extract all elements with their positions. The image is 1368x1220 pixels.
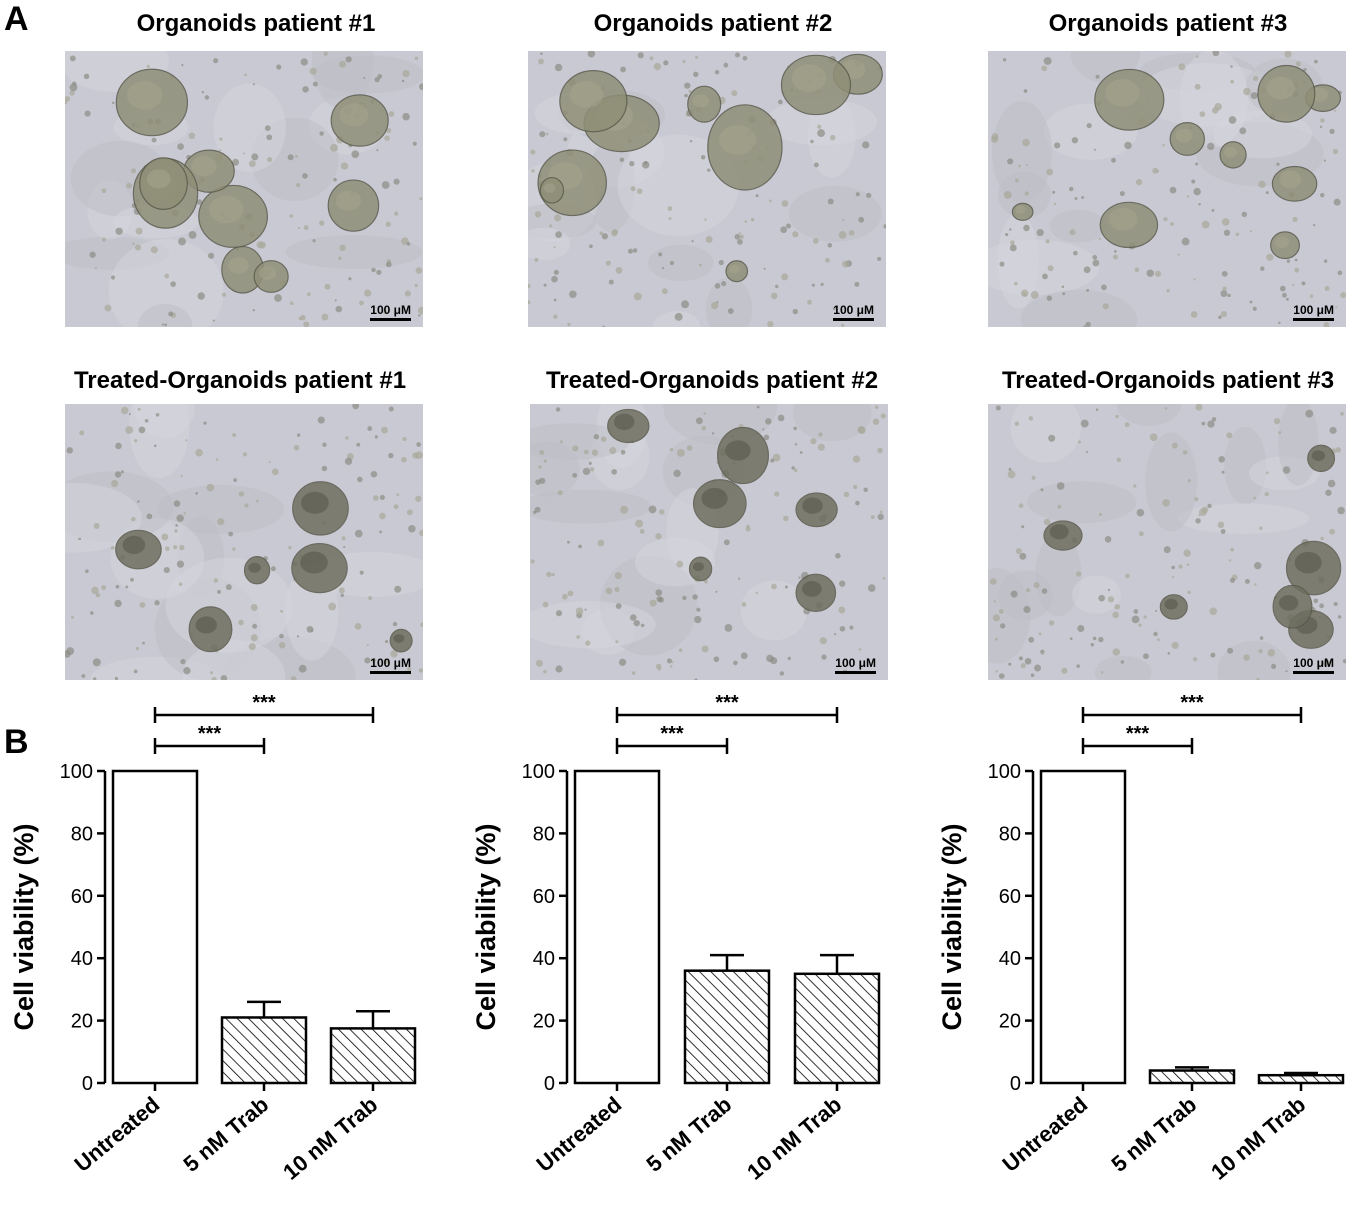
y-axis-label: Cell viability (%) <box>471 823 501 1030</box>
significance-label: *** <box>715 692 739 714</box>
micrograph-organoids-patient-2: 100 μM <box>528 51 886 327</box>
panel-label-a: A <box>4 0 29 38</box>
x-tick-label: 5 nM Trab <box>641 1092 736 1177</box>
x-tick-label: Untreated <box>69 1092 164 1177</box>
micrograph-organoids-patient-3: 100 μM <box>988 51 1346 327</box>
bar-10-nm-trab <box>329 1027 417 1085</box>
image-title-patient-1: Organoids patient #1 <box>136 10 376 37</box>
panel-label-b: B <box>4 723 29 761</box>
image-title-treated-patient-2: Treated-Organoids patient #2 <box>545 367 879 394</box>
bar-10-nm-trab <box>1257 1073 1345 1085</box>
scale-bar: 100 μM <box>1293 304 1334 321</box>
y-tick-label: 40 <box>999 948 1021 970</box>
y-tick-label: 100 <box>988 761 1021 783</box>
bar-untreated <box>111 769 199 1085</box>
bar-untreated <box>573 769 661 1085</box>
significance-label: *** <box>1126 723 1150 745</box>
x-tick-label: 5 nM Trab <box>1106 1092 1201 1177</box>
scale-bar: 100 μM <box>370 304 411 321</box>
micrograph-treated-organoids-patient-3: 100 μM <box>988 404 1346 680</box>
y-tick-label: 20 <box>71 1011 93 1033</box>
bar-10-nm-trab <box>793 972 881 1085</box>
x-tick-label: Untreated <box>531 1092 626 1177</box>
bar-chart-patient-2: 0 20 40 60 80 100 Cell viability (%) Untreated 5… <box>471 692 881 1185</box>
significance-label: *** <box>660 723 684 745</box>
x-tick-label: Untreated <box>997 1092 1092 1177</box>
micrograph-treated-organoids-patient-1: 100 μM <box>65 404 423 680</box>
y-tick-label: 20 <box>533 1011 555 1033</box>
x-tick-label: 10 nM Trab <box>278 1092 382 1185</box>
y-tick-label: 60 <box>71 886 93 908</box>
image-title-patient-2: Organoids patient #2 <box>593 10 833 37</box>
significance-label: *** <box>252 692 276 714</box>
bar-5-nm-trab <box>1148 1069 1236 1085</box>
bar-chart-patient-1: 0 20 40 60 80 100 Cell viability (%) Untreated 5… <box>9 692 417 1185</box>
y-axis-label: Cell viability (%) <box>937 823 967 1030</box>
y-axis-label: Cell viability (%) <box>9 823 39 1030</box>
y-tick-label: 0 <box>82 1073 93 1095</box>
y-tick-label: 40 <box>533 948 555 970</box>
bar-5-nm-trab <box>220 1016 308 1085</box>
y-tick-label: 80 <box>533 823 555 845</box>
bar-chart-patient-3: 0 20 40 60 80 100 Cell viability (%) Untreated 5… <box>937 692 1345 1185</box>
y-tick-label: 60 <box>999 886 1021 908</box>
y-tick-label: 0 <box>1010 1073 1021 1095</box>
y-tick-label: 60 <box>533 886 555 908</box>
y-tick-label: 80 <box>71 823 93 845</box>
scale-bar: 100 μM <box>833 304 874 321</box>
y-tick-label: 100 <box>60 761 93 783</box>
y-tick-label: 0 <box>544 1073 555 1095</box>
x-tick-label: 5 nM Trab <box>178 1092 273 1177</box>
y-tick-label: 100 <box>522 761 555 783</box>
scale-bar: 100 μM <box>835 657 876 674</box>
y-tick-label: 40 <box>71 948 93 970</box>
image-title-treated-patient-3: Treated-Organoids patient #3 <box>1001 367 1335 394</box>
image-title-treated-patient-1: Treated-Organoids patient #1 <box>73 367 407 394</box>
micrograph-treated-organoids-patient-2: 100 μM <box>530 404 888 680</box>
significance-label: *** <box>1180 692 1204 714</box>
x-tick-label: 10 nM Trab <box>1206 1092 1310 1185</box>
scale-bar: 100 μM <box>1293 657 1334 674</box>
scale-bar: 100 μM <box>370 657 411 674</box>
image-title-patient-3: Organoids patient #3 <box>1048 10 1288 37</box>
y-tick-label: 80 <box>999 823 1021 845</box>
bar-untreated <box>1039 769 1127 1085</box>
micrograph-organoids-patient-1: 100 μM <box>65 51 423 327</box>
y-tick-label: 20 <box>999 1011 1021 1033</box>
x-tick-label: 10 nM Trab <box>742 1092 846 1185</box>
bar-5-nm-trab <box>683 969 771 1085</box>
significance-label: *** <box>198 723 222 745</box>
